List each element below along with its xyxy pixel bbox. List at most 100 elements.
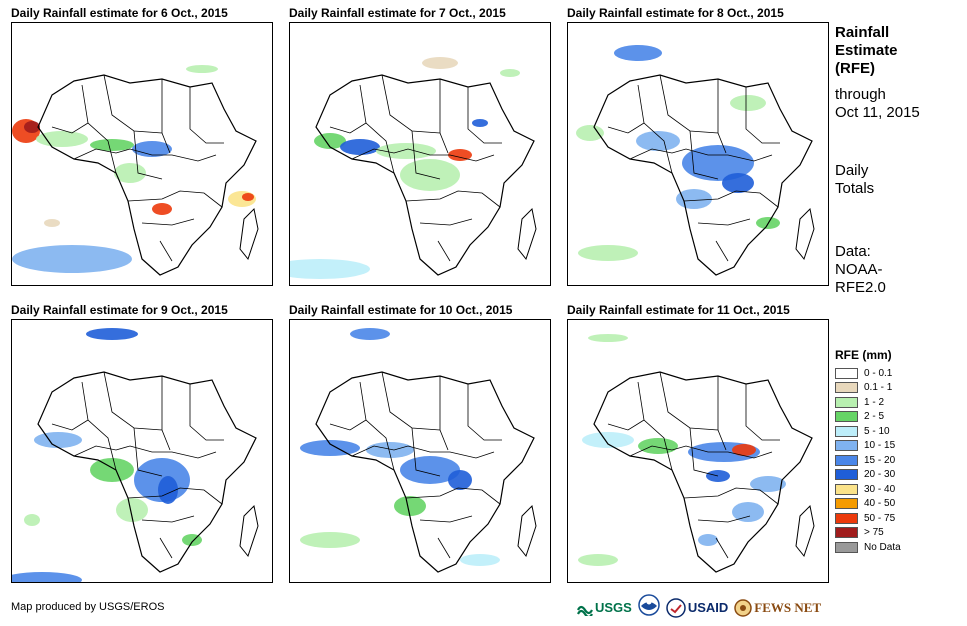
rainfall-area: [460, 554, 500, 566]
rainfall-area: [500, 69, 520, 77]
legend-swatch: [835, 469, 858, 481]
usaid-logo-text: USAID: [687, 600, 729, 615]
legend-label: 0 - 0.1: [864, 367, 893, 379]
rainfall-area: [116, 498, 148, 522]
country-border: [81, 84, 117, 174]
rainfall-area: [588, 334, 628, 342]
rainfall-area: [394, 496, 426, 516]
rainfall-area: [86, 328, 138, 340]
rainfall-area: [350, 328, 390, 340]
rainfall-area: [376, 143, 436, 159]
panel-title: Daily Rainfall estimate for 8 Oct., 2015: [567, 6, 784, 20]
country-border: [745, 87, 780, 144]
country-border: [697, 218, 751, 226]
country-border: [405, 487, 501, 505]
country-border: [161, 376, 171, 451]
rainfall-area: [366, 442, 414, 458]
rainfall-area: [682, 145, 754, 181]
legend-label: 15 - 20: [864, 454, 896, 466]
product-title-line: Estimate: [835, 42, 898, 59]
fews-net-logo: FEWS NET: [734, 598, 821, 617]
country-border: [715, 537, 729, 559]
africa-map-graphic: [300, 328, 537, 573]
legend-swatch: [835, 411, 858, 423]
country-border: [439, 376, 449, 451]
country-border: [419, 218, 473, 226]
country-border: [629, 445, 773, 459]
country-border: [659, 74, 719, 134]
rainfall-area: [242, 193, 254, 201]
country-border: [127, 487, 223, 505]
totals-line: Totals: [835, 180, 875, 197]
legend-label: 0.1 - 1: [864, 382, 893, 394]
legend-swatch: [835, 425, 858, 437]
legend-swatch: [835, 454, 858, 466]
legend-swatch: [835, 541, 858, 553]
rainfall-area: [290, 259, 370, 279]
totals-line: Daily: [835, 162, 869, 179]
panel-title: Daily Rainfall estimate for 6 Oct., 2015: [11, 6, 228, 20]
madagascar-outline: [795, 207, 815, 261]
coastline: [593, 74, 813, 276]
rainfall-area: [340, 139, 380, 155]
panel-title: Daily Rainfall estimate for 11 Oct., 201…: [567, 303, 790, 317]
legend-title: RFE (mm): [835, 348, 892, 362]
coastline: [315, 371, 535, 573]
legend-item: 0.1 - 1: [835, 381, 901, 396]
legend-item: > 75: [835, 526, 901, 541]
product-title-line: Rainfall: [835, 24, 890, 41]
country-border: [133, 130, 163, 180]
rainfall-area: [448, 470, 472, 490]
rainfall-area: [730, 95, 766, 111]
country-border: [103, 74, 163, 134]
legend-label: 20 - 30: [864, 469, 896, 481]
rainfall-map: [11, 22, 273, 286]
data-source-line: NOAA-: [835, 261, 883, 278]
data-source-line: Data:: [835, 243, 871, 260]
madagascar-outline: [239, 504, 259, 558]
rainfall-map: [289, 319, 551, 583]
country-border: [717, 376, 727, 451]
coastline: [593, 371, 813, 573]
country-border: [437, 240, 451, 262]
madagascar-outline: [517, 207, 537, 261]
map-panel-oct-9: Daily Rainfall estimate for 9 Oct., 2015: [11, 303, 273, 583]
panel-title: Daily Rainfall estimate for 10 Oct., 201…: [289, 303, 513, 317]
country-border: [467, 87, 502, 144]
rainfall-area: [300, 532, 360, 548]
country-border: [381, 371, 441, 431]
rainfall-area: [44, 219, 60, 227]
legend-label: 40 - 50: [864, 498, 896, 510]
madagascar-outline: [517, 504, 537, 558]
noaa-logo: [638, 594, 660, 621]
usgs-logo-text: USGS: [595, 600, 632, 615]
country-border: [73, 148, 217, 162]
rainfall-area: [12, 572, 82, 582]
rainfall-area: [472, 119, 488, 127]
coastline: [37, 371, 257, 573]
rainfall-area: [90, 139, 134, 151]
legend-item: 20 - 30: [835, 468, 901, 483]
legend-label: 5 - 10: [864, 425, 890, 437]
rainfall-area: [132, 141, 172, 157]
coastline: [37, 74, 257, 276]
legend-item: 0 - 0.1: [835, 366, 901, 381]
rainfall-area: [158, 476, 178, 504]
rainfall-area: [152, 203, 172, 215]
legend-swatch: [835, 527, 858, 539]
rainfall-area: [676, 189, 712, 209]
legend-item: 10 - 15: [835, 439, 901, 454]
country-border: [189, 384, 224, 441]
legend-item: 1 - 2: [835, 395, 901, 410]
country-border: [73, 445, 217, 459]
country-border: [329, 419, 367, 431]
rainfall-area: [582, 432, 634, 448]
legend-item: 30 - 40: [835, 482, 901, 497]
country-border: [411, 130, 441, 180]
rainfall-area: [638, 438, 678, 454]
panel-title: Daily Rainfall estimate for 7 Oct., 2015: [289, 6, 506, 20]
country-border: [159, 537, 173, 559]
legend-label: > 75: [864, 527, 884, 539]
map-credit: Map produced by USGS/EROS: [11, 601, 165, 613]
country-border: [51, 122, 89, 134]
